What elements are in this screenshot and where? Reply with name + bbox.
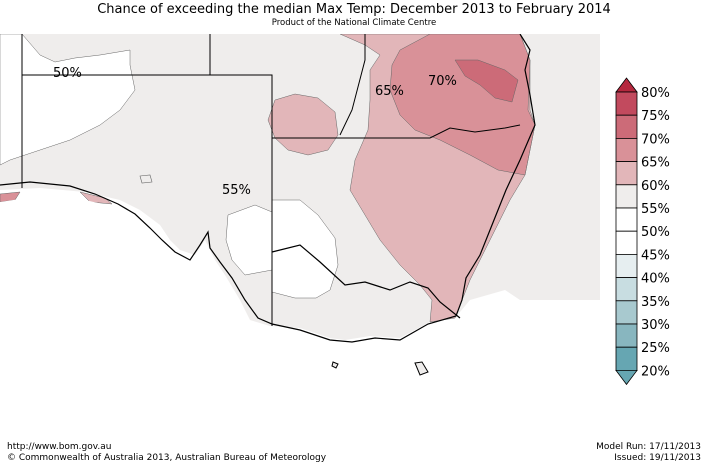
legend-swatch: [615, 91, 638, 116]
sea: [0, 196, 600, 442]
legend-label: 40%: [641, 272, 670, 287]
legend-swatch: [615, 253, 638, 278]
state-border-qld-nsw: [272, 124, 521, 139]
legend-label: 25%: [641, 341, 670, 356]
legend-label: 65%: [641, 156, 670, 171]
footer-model-run: Model Run: 17/11/2013: [596, 442, 701, 452]
legend-label: 55%: [641, 202, 670, 217]
region-label-65: 65%: [375, 84, 404, 99]
legend-label: 70%: [641, 132, 670, 147]
legend-swatch: [615, 207, 638, 232]
legend-label: 30%: [641, 318, 670, 333]
region-label-50: 50%: [53, 66, 82, 81]
land-70-zone: [454, 59, 519, 103]
footer-copyright: © Commonwealth of Australia 2013, Austra…: [7, 453, 327, 463]
legend-swatch: [615, 277, 638, 302]
legend-swatch: [615, 114, 638, 139]
legend-arrow-top: [615, 77, 638, 93]
island-south: [331, 361, 339, 369]
legend-label: 50%: [641, 225, 670, 240]
land-60-zone-west: [267, 93, 339, 156]
legend-swatch: [615, 300, 638, 325]
legend-label: 35%: [641, 295, 670, 310]
legend-swatch: [615, 184, 638, 209]
footer-right: Model Run: 17/11/2013 Issued: 19/11/2013: [596, 442, 701, 464]
legend-label: 20%: [641, 364, 670, 379]
footer-left: http://www.bom.gov.au © Commonwealth of …: [7, 442, 326, 464]
region-label-70: 70%: [428, 74, 457, 89]
legend-label: 60%: [641, 179, 670, 194]
map-title: Chance of exceeding the median Max Temp:…: [97, 2, 611, 17]
coastline: [0, 34, 536, 343]
legend-swatch: [615, 346, 638, 371]
state-border-wa-nt-sa: [21, 34, 273, 326]
state-border-qld-west: [339, 34, 366, 136]
land-50-zone-gulf: [225, 204, 273, 276]
legend-arrow-bottom: [615, 370, 638, 386]
legend-swatch: [615, 323, 638, 348]
legend-swatch: [615, 161, 638, 186]
legend-label: 80%: [641, 86, 670, 101]
footer-issued: Issued: 19/11/2013: [614, 453, 701, 463]
legend-label: 45%: [641, 248, 670, 263]
land-50-zone: [0, 34, 136, 166]
land-60-patch-bight: [79, 191, 113, 205]
legend-swatch: [615, 137, 638, 162]
probability-map: 50% 65% 70% 55%: [0, 34, 600, 442]
legend-label: 75%: [641, 109, 670, 124]
footer-url: http://www.bom.gov.au: [7, 442, 112, 452]
legend-swatch: [615, 230, 638, 255]
region-label-55: 55%: [222, 183, 251, 198]
island-north: [139, 174, 153, 184]
island-east: [414, 361, 429, 376]
state-border-nsw-vic: [271, 244, 461, 319]
map-subtitle: Product of the National Climate Centre: [271, 18, 437, 28]
